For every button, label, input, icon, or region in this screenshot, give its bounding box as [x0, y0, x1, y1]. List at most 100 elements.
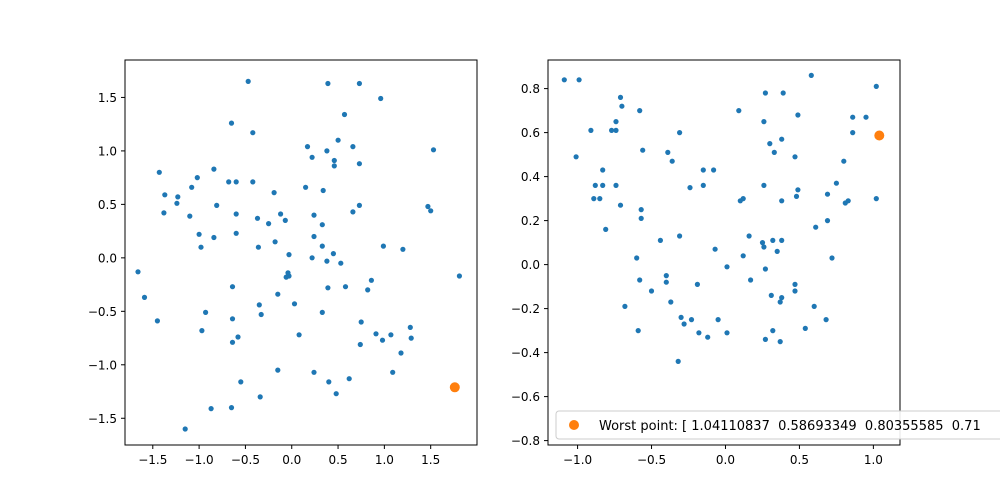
data-point: [675, 358, 681, 364]
data-point: [619, 103, 625, 109]
data-point: [208, 406, 214, 412]
data-point: [573, 154, 579, 160]
data-point: [203, 309, 209, 315]
data-point: [613, 182, 619, 188]
y-tick-label: 1.0: [98, 144, 117, 158]
data-point: [677, 233, 683, 239]
right-x-axis: −1.0 −0.5 0.0 0.5 1.0: [563, 445, 883, 467]
data-point: [226, 179, 232, 185]
data-point: [199, 328, 205, 334]
data-point: [187, 213, 193, 219]
data-point: [561, 77, 567, 83]
data-point: [576, 77, 582, 83]
data-point: [634, 255, 640, 261]
data-point: [793, 193, 800, 199]
data-point: [617, 202, 624, 208]
data-point: [613, 127, 619, 133]
y-tick-label: 0.0: [98, 251, 117, 265]
data-point: [850, 130, 856, 136]
left-y-axis: −1.5 −1.0 −0.5 0.0 0.5 1.0 1.5: [88, 91, 125, 426]
data-point: [254, 215, 261, 221]
data-point: [600, 167, 606, 173]
data-point: [365, 287, 371, 293]
data-point: [258, 311, 264, 318]
data-point: [771, 149, 777, 155]
data-point: [335, 137, 341, 143]
data-point: [156, 169, 162, 175]
data-point: [622, 303, 628, 309]
y-tick-label: −0.2: [511, 302, 540, 316]
data-point: [266, 221, 272, 227]
data-point: [250, 130, 256, 136]
y-tick-label: −0.8: [511, 434, 540, 448]
data-point: [792, 288, 798, 294]
data-point: [319, 222, 325, 228]
data-point: [135, 269, 141, 275]
data-point: [740, 196, 746, 202]
data-point: [678, 314, 684, 320]
legend-marker: [569, 420, 579, 430]
data-point: [792, 281, 798, 287]
data-point: [802, 325, 808, 331]
data-point: [174, 200, 180, 206]
data-point: [779, 237, 785, 243]
data-point: [792, 154, 798, 160]
data-point: [597, 196, 603, 202]
data-point: [390, 369, 396, 375]
x-tick-label: −1.0: [185, 453, 214, 467]
x-tick-label: 0.0: [282, 453, 301, 467]
x-tick-label: 1.0: [864, 453, 883, 467]
data-point: [331, 157, 337, 164]
data-point: [346, 376, 352, 382]
left-series-points: [135, 78, 462, 432]
y-tick-label: 1.5: [98, 91, 117, 105]
data-point: [777, 339, 783, 345]
data-point: [850, 114, 856, 120]
data-point: [425, 203, 431, 210]
data-point: [687, 185, 693, 191]
data-point: [648, 288, 655, 294]
data-point: [233, 179, 239, 185]
right-highlight-point: [874, 130, 885, 141]
data-point: [350, 209, 356, 215]
data-point: [640, 147, 646, 153]
data-point: [811, 303, 817, 309]
data-point: [603, 226, 609, 232]
data-point: [245, 78, 251, 84]
data-point: [591, 196, 597, 202]
x-tick-label: −1.5: [138, 453, 167, 467]
data-point: [824, 218, 831, 224]
data-point: [356, 202, 362, 208]
data-point: [761, 119, 767, 125]
data-point: [309, 154, 315, 160]
data-point: [762, 266, 769, 272]
data-point: [694, 281, 701, 287]
data-point: [324, 148, 330, 154]
legend: Worst point: [ 1.04110837 0.58693349 0.8…: [555, 410, 1000, 440]
data-point: [282, 217, 288, 223]
data-point: [762, 336, 769, 342]
data-point: [162, 192, 168, 198]
data-point: [657, 237, 664, 243]
data-point: [141, 294, 148, 300]
data-point: [325, 285, 331, 291]
data-point: [663, 279, 669, 285]
data-point: [638, 215, 644, 221]
y-tick-label: 0.8: [521, 82, 540, 96]
data-point: [378, 95, 384, 102]
data-point: [845, 198, 851, 204]
data-point: [428, 208, 434, 214]
data-point: [229, 316, 236, 322]
y-tick-label: −0.6: [511, 390, 540, 404]
data-point: [283, 274, 289, 280]
data-point: [711, 167, 717, 173]
data-point: [255, 244, 261, 250]
y-tick-label: −0.4: [511, 346, 540, 360]
data-point: [380, 243, 386, 249]
data-point: [182, 426, 188, 432]
data-point: [779, 198, 785, 204]
right-scatter-plot: −1.0 −0.5 0.0 0.5 1.0 −0.8 −0.6 −0.4 −0.2 0.0 0.2…: [511, 59, 901, 467]
data-point: [637, 277, 643, 283]
data-point: [373, 331, 379, 337]
data-point: [408, 335, 414, 341]
